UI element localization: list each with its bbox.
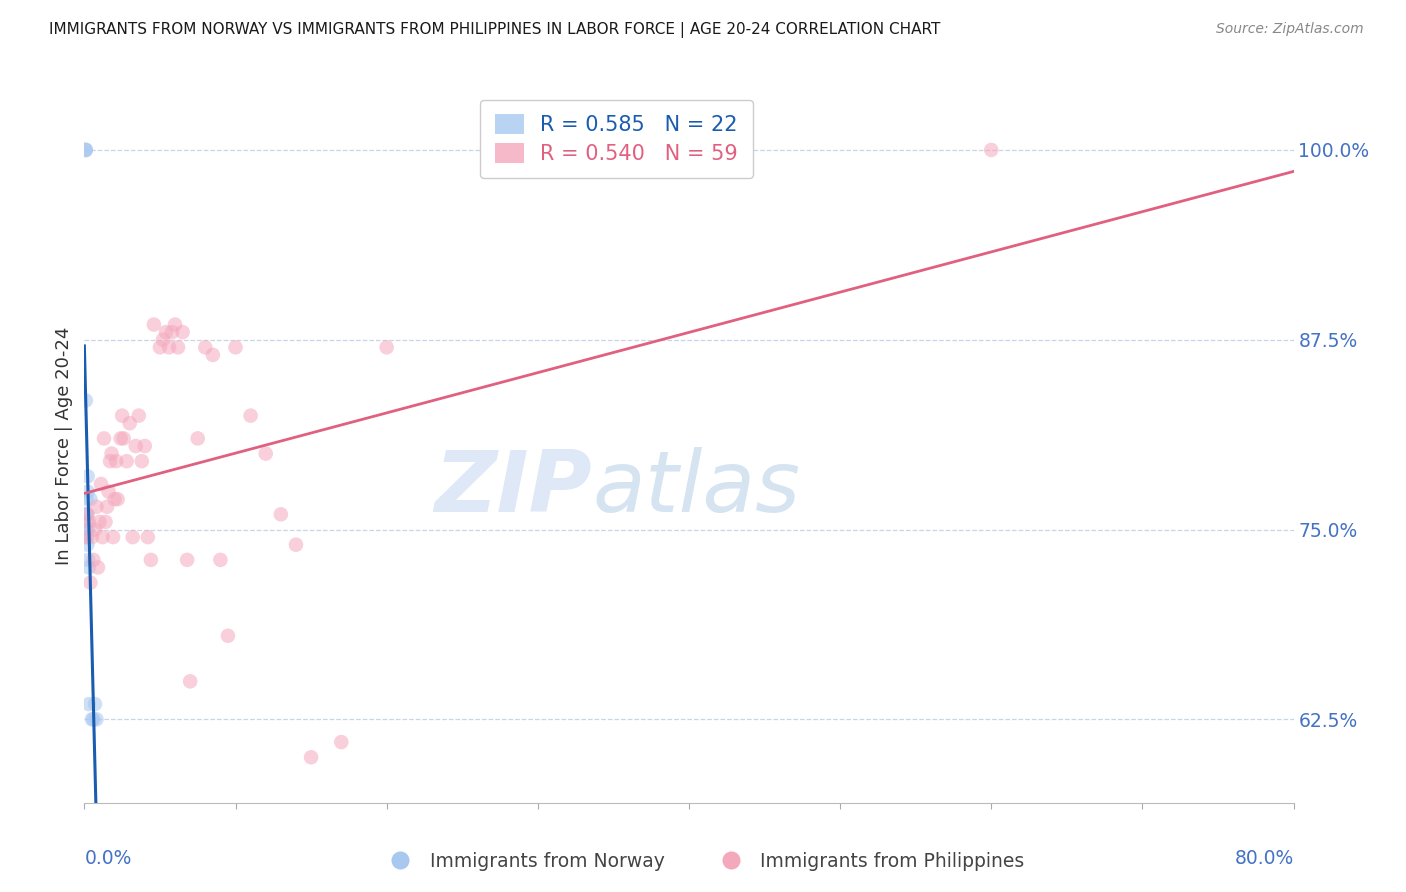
Point (75, 393, 97, 408)
Point (128, 409, 150, 423)
Point (155, 325, 177, 339)
Point (330, 735, 353, 749)
Point (75, 143, 97, 157)
Point (77, 515, 100, 529)
Point (201, 348, 224, 362)
Point (77, 560, 100, 574)
Point (96, 500, 118, 514)
Point (97, 484, 120, 499)
Point (104, 492, 127, 507)
Point (76, 469, 98, 483)
Point (75, 143, 97, 157)
Point (131, 454, 153, 468)
Point (136, 530, 159, 544)
Point (160, 325, 183, 339)
Point (77, 553, 100, 567)
Point (79, 492, 101, 507)
Point (76, 530, 98, 544)
Point (111, 409, 134, 423)
Point (121, 530, 143, 544)
Point (980, 143, 1002, 157)
Point (76, 538, 98, 552)
Point (76, 508, 98, 522)
Point (87, 560, 110, 574)
Point (209, 553, 232, 567)
Point (149, 340, 172, 354)
Point (76, 515, 98, 529)
Point (110, 431, 132, 445)
Point (157, 340, 180, 354)
Point (107, 492, 129, 507)
Point (90, 477, 112, 491)
Point (194, 340, 217, 354)
Point (375, 340, 398, 354)
Point (91, 530, 114, 544)
Point (134, 439, 156, 453)
Point (79, 575, 101, 590)
Point (82, 712, 104, 726)
Point (84, 697, 107, 711)
Point (139, 553, 162, 567)
Point (118, 416, 141, 430)
Point (82, 553, 104, 567)
Point (75, 508, 97, 522)
Text: 0.0%: 0.0% (84, 849, 132, 868)
Point (84, 523, 107, 537)
Legend: Immigrants from Norway, Immigrants from Philippines: Immigrants from Norway, Immigrants from … (374, 844, 1032, 878)
Text: atlas: atlas (592, 447, 800, 531)
Point (105, 454, 128, 468)
Point (225, 340, 247, 354)
Point (101, 530, 124, 544)
Legend: R = 0.585   N = 22, R = 0.540   N = 59: R = 0.585 N = 22, R = 0.540 N = 59 (479, 100, 752, 178)
Point (89, 515, 111, 529)
Point (76, 484, 98, 499)
Point (125, 439, 148, 453)
Point (142, 318, 165, 332)
Point (152, 333, 174, 347)
Point (176, 553, 198, 567)
Point (80, 530, 103, 544)
Point (167, 340, 190, 354)
Point (75, 143, 97, 157)
Text: Source: ZipAtlas.com: Source: ZipAtlas.com (1216, 22, 1364, 37)
Point (172, 325, 194, 339)
Point (239, 409, 262, 423)
Point (254, 447, 277, 461)
Point (112, 431, 135, 445)
Text: 80.0%: 80.0% (1234, 849, 1294, 868)
Point (299, 750, 322, 764)
Point (100, 447, 122, 461)
Point (86, 500, 108, 514)
Point (80, 712, 103, 726)
Point (187, 431, 209, 445)
Text: IMMIGRANTS FROM NORWAY VS IMMIGRANTS FROM PHILIPPINES IN LABOR FORCE | AGE 20-24: IMMIGRANTS FROM NORWAY VS IMMIGRANTS FRO… (49, 22, 941, 38)
Point (86, 712, 108, 726)
Point (179, 674, 201, 689)
Point (94, 515, 117, 529)
Point (98, 454, 121, 468)
Text: ZIP: ZIP (434, 447, 592, 531)
Point (93, 431, 115, 445)
Y-axis label: In Labor Force | Age 20-24: In Labor Force | Age 20-24 (55, 326, 73, 566)
Point (76, 523, 98, 537)
Point (217, 629, 239, 643)
Point (115, 454, 138, 468)
Point (76, 508, 98, 522)
Point (270, 508, 292, 522)
Point (76, 492, 98, 507)
Point (77, 697, 100, 711)
Point (165, 318, 187, 332)
Point (76, 523, 98, 537)
Point (285, 538, 308, 552)
Point (75, 530, 97, 544)
